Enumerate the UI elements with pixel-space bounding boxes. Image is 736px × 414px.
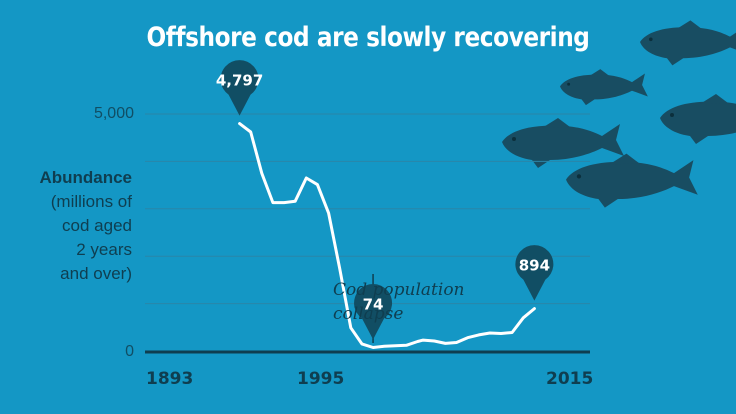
callout-label: 894	[519, 257, 550, 275]
fish-icon	[502, 118, 624, 168]
callout-pin: 4,797	[216, 60, 263, 116]
chart-title: Offshore cod are slowly recovering	[146, 22, 590, 53]
y-axis-label-line: cod aged	[62, 216, 132, 235]
callout-pin: 74	[354, 284, 393, 340]
y-tick-label-5000: 5,000	[93, 105, 134, 122]
y-axis-label-bold: Abundance	[39, 168, 132, 187]
y-axis-label-line: and over)	[60, 264, 132, 283]
series-line	[238, 122, 536, 349]
annotation-line: collapse	[333, 304, 404, 324]
decorative-fish-group	[502, 20, 736, 208]
callout-label: 4,797	[216, 72, 263, 90]
callouts: 4,797 74 894	[216, 60, 554, 340]
y-tick-label-0: 0	[125, 343, 134, 360]
fish-icon	[640, 20, 736, 66]
y-axis-label-line: 2 years	[76, 240, 132, 259]
x-tick-label-1893: 1893	[146, 369, 194, 389]
y-axis-label-line: (millions of	[50, 192, 132, 211]
callout-marker	[220, 60, 259, 116]
annotation-line: Cod population	[333, 280, 465, 300]
callout-marker	[354, 284, 393, 340]
collapse-annotation: Cod population collapse	[333, 278, 465, 326]
callout-pin: 894	[515, 245, 554, 301]
fish-icon	[566, 153, 698, 208]
fish-icon	[660, 94, 736, 144]
fish-icon	[560, 69, 648, 106]
callout-marker	[515, 245, 554, 301]
x-tick-label-2015: 2015	[546, 369, 594, 389]
y-axis-label: Abundance (millions of cod aged 2 years …	[10, 166, 132, 286]
callout-label: 74	[363, 295, 384, 313]
x-tick-label-1995: 1995	[297, 369, 345, 389]
